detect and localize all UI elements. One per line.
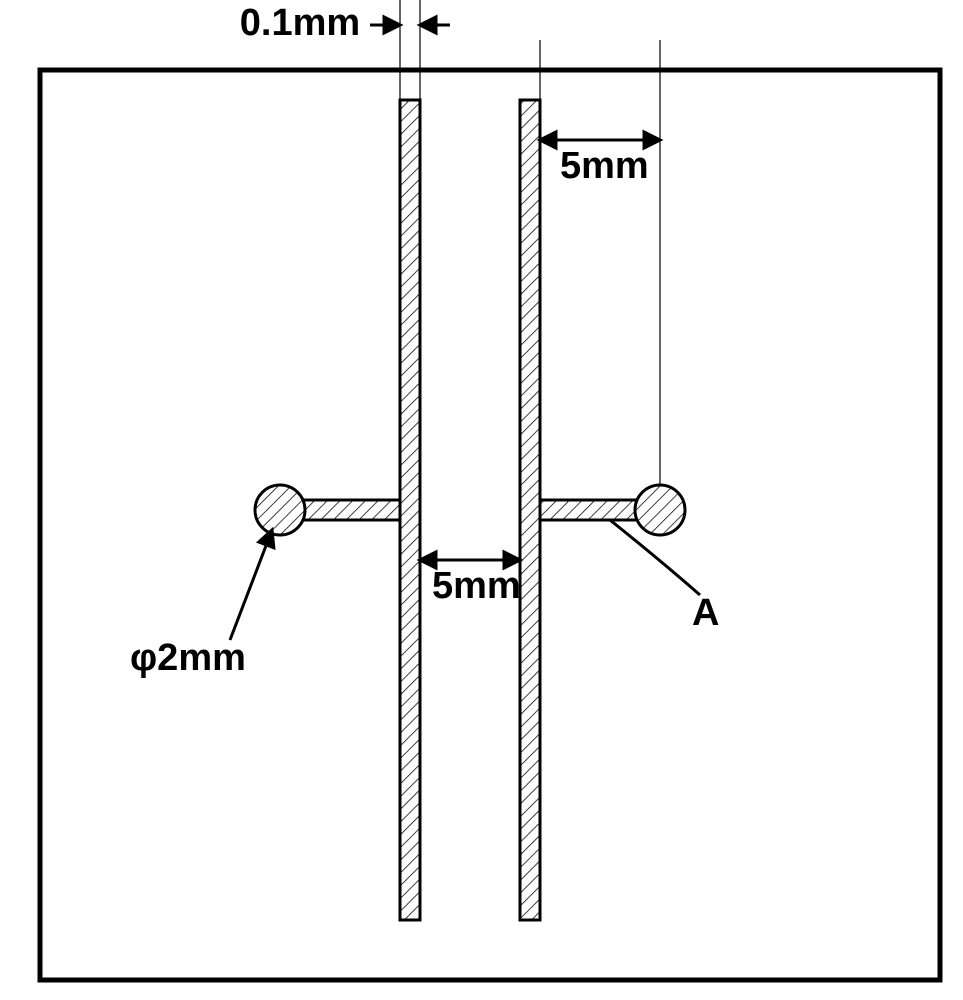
right-bar bbox=[520, 100, 540, 920]
canvas-bg bbox=[0, 0, 963, 1000]
dim-center-span-label: 5mm bbox=[432, 565, 521, 607]
dim-right-span-label: 5mm bbox=[560, 145, 649, 187]
right-circle bbox=[635, 485, 685, 535]
left-bar bbox=[400, 100, 420, 920]
left-circle bbox=[255, 485, 305, 535]
dim-diameter-label: φ2mm bbox=[130, 637, 246, 679]
label-a: A bbox=[692, 592, 719, 634]
dim-thickness-label: 0.1mm bbox=[240, 2, 360, 44]
